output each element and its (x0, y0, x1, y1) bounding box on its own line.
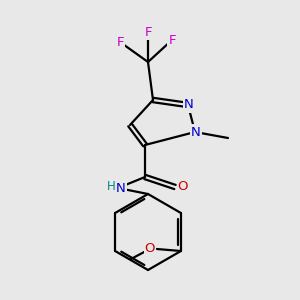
Text: N: N (184, 98, 194, 112)
Text: F: F (168, 34, 176, 46)
Text: F: F (144, 26, 152, 38)
Text: O: O (178, 181, 188, 194)
Text: N: N (191, 125, 201, 139)
Text: F: F (116, 35, 124, 49)
Text: O: O (145, 242, 155, 256)
Text: H: H (106, 181, 116, 194)
Text: N: N (116, 182, 126, 194)
